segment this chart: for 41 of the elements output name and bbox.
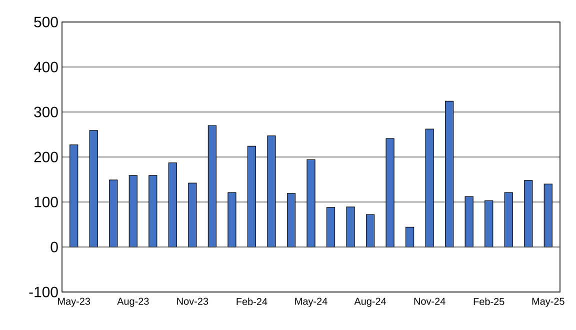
bar [406, 226, 414, 248]
bar [70, 144, 78, 248]
bar [464, 196, 474, 248]
y-tick-label: -100 [29, 286, 58, 298]
bar [89, 130, 98, 248]
bar [188, 182, 197, 248]
bar [386, 138, 394, 248]
bar [247, 146, 256, 248]
bar [306, 159, 316, 248]
bar [128, 175, 138, 248]
bar [267, 136, 276, 248]
y-tick-label: 0 [50, 242, 58, 252]
x-tick-label: May-24 [295, 298, 328, 307]
x-tick-label: Aug-23 [117, 298, 149, 307]
bar [346, 206, 355, 248]
bar [208, 125, 216, 248]
bar [109, 180, 118, 248]
bar [484, 200, 494, 248]
bar [168, 162, 177, 248]
bar [286, 193, 296, 248]
y-tick-label: 500 [34, 16, 58, 28]
x-tick-label: Nov-24 [414, 298, 446, 305]
bar [524, 180, 533, 248]
bar [326, 207, 336, 248]
bar [366, 214, 375, 248]
y-tick-label: 400 [34, 62, 58, 72]
bar [445, 100, 454, 248]
bar [504, 192, 513, 248]
x-tick-label: Aug-24 [354, 298, 386, 307]
x-tick-label: May-25 [532, 298, 564, 307]
x-tick-label: Nov-23 [177, 298, 208, 305]
x-tick-label: Feb-24 [236, 298, 268, 306]
bar [425, 128, 434, 248]
bar [228, 192, 236, 248]
y-tick-label: 300 [34, 106, 58, 118]
x-tick-label: May-23 [58, 298, 90, 307]
y-tick-label: 200 [34, 152, 58, 162]
y-tick-label: 100 [34, 196, 58, 208]
x-tick-label: Feb-25 [474, 298, 504, 306]
bar [544, 184, 552, 248]
bar [148, 175, 158, 248]
